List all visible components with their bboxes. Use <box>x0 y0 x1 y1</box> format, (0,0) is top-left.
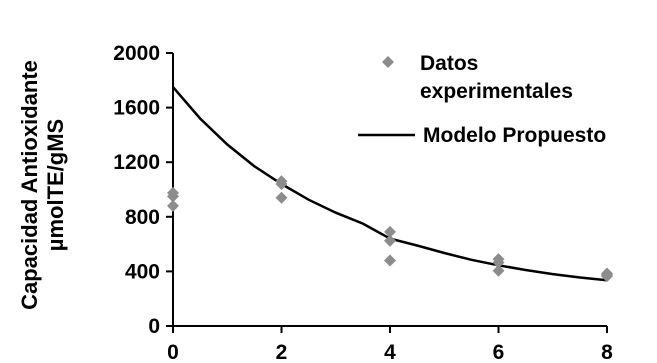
data-point <box>275 178 288 191</box>
x-tick-label: 4 <box>384 341 396 363</box>
legend: Datos experimentales Modelo Propuesto <box>358 52 606 147</box>
data-point <box>492 256 505 269</box>
legend-label-modelo: Modelo Propuesto <box>423 124 606 147</box>
x-tick-label: 2 <box>276 341 288 363</box>
axes: 0 400 800 1200 1600 2000 0 2 4 6 8 <box>113 42 613 363</box>
y-axis-title-line-1: Capacidad Antioxidante <box>17 60 42 310</box>
plot-area <box>167 86 613 283</box>
y-tick-label: 0 <box>148 315 160 338</box>
legend-label-datos-line-1: Datos <box>420 52 478 75</box>
y-axis-title-line-2: µmolTE/gMS <box>43 119 68 251</box>
legend-label-datos-line-2: experimentales <box>420 80 573 103</box>
x-tick-label: 6 <box>493 341 505 363</box>
data-point <box>384 234 396 247</box>
series-line-modelo-propuesto <box>172 86 608 282</box>
data-point <box>275 191 288 204</box>
x-tick-label: 8 <box>601 341 613 363</box>
data-point <box>167 199 179 212</box>
x-tick-label: 0 <box>167 341 179 363</box>
data-point <box>492 264 505 277</box>
y-tick-label: 1600 <box>113 97 160 120</box>
y-tick-label: 400 <box>125 260 160 283</box>
data-point <box>384 225 396 238</box>
y-tick-label: 2000 <box>113 42 160 65</box>
data-point <box>167 190 179 203</box>
y-tick-label: 1200 <box>113 151 160 174</box>
x-ticks: 0 2 4 6 8 <box>167 326 613 363</box>
y-axis-title: Capacidad Antioxidante µmolTE/gMS <box>17 60 68 310</box>
y-tick-label: 800 <box>125 206 160 229</box>
data-point <box>384 254 396 267</box>
legend-marker-datos-experimentales <box>382 56 394 68</box>
series-points-datos-experimentales <box>167 175 613 283</box>
y-ticks: 0 400 800 1200 1600 2000 <box>113 42 173 338</box>
data-point <box>601 270 613 283</box>
